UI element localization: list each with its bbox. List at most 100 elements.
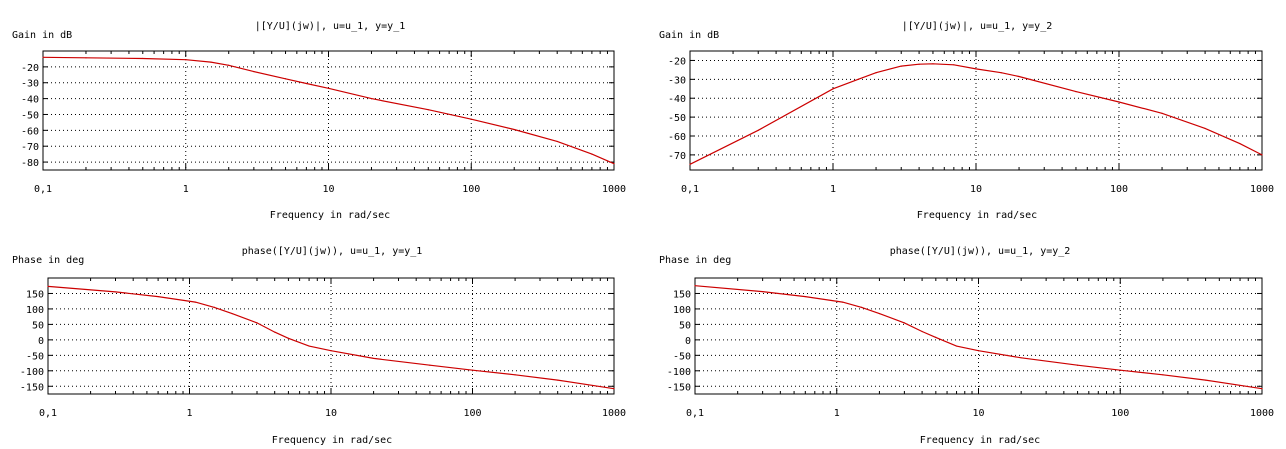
data-point [429,364,431,366]
y-tick-label: 50 [32,320,44,331]
y-tick-label: -60 [21,126,39,137]
data-point [231,312,233,315]
data-point [977,350,980,352]
data-point [757,129,759,131]
data-point [142,57,144,60]
data-point [932,63,934,65]
y-axis-label: Phase in deg [12,255,84,266]
y-tick-label: -150 [20,382,44,393]
series-line [689,63,1263,165]
chart-title: |[Y/U](jw)|, u=u_1, y=y_1 [255,21,406,32]
y-tick-label: -70 [668,151,686,162]
y-axis-label: Gain in dB [12,30,72,41]
data-point [689,163,691,165]
data-point [955,345,958,347]
y-tick-label: 0 [685,336,691,347]
y-tick-label: -30 [21,79,39,90]
y-tick-label: -80 [21,158,39,169]
data-point [287,337,290,339]
x-tick-label: 1000 [602,408,626,419]
data-point [114,291,117,293]
x-tick-label: 1 [183,184,189,195]
data-point [513,128,515,131]
y-tick-label: -150 [667,382,691,393]
plot-frame [42,50,615,171]
x-tick-label: 1 [186,408,192,419]
plot-frame [694,277,1263,395]
data-point [613,163,615,165]
x-tick-label: 0,1 [681,184,699,195]
data-point [1118,101,1120,103]
x-tick-label: 1000 [602,184,626,195]
data-point [308,345,310,347]
y-axis-label: Phase in deg [659,255,731,266]
data-point [1018,75,1020,78]
data-point [1204,127,1206,130]
data-point [157,295,159,298]
data-point [427,109,429,111]
data-point [372,357,375,360]
x-axis-label: Frequency in rad/sec [920,435,1040,446]
x-tick-label: 1 [830,184,836,195]
x-tick-label: 10 [970,184,982,195]
data-point [42,56,44,58]
data-point [1119,369,1121,371]
data-point [514,374,516,376]
y-tick-label: -50 [26,351,44,362]
data-point [256,322,258,324]
y-tick-label: -20 [21,63,39,74]
x-axis-label: Frequency in rad/sec [917,210,1037,221]
y-tick-label: -60 [668,132,686,143]
data-point [832,88,834,90]
data-point [762,291,764,293]
data-point [1239,142,1241,145]
data-point [861,306,863,308]
x-tick-label: 100 [1110,184,1128,195]
data-point [330,350,332,352]
chart-3: 0,1 1 10 100 1000 150 100 50 0 -50 -100 -150 phase([… [12,246,626,446]
data-point [804,295,806,298]
data-point [471,369,474,371]
chart-title: phase([Y/U](jw)), u=u_1, y=y_2 [890,246,1071,257]
data-point [1261,154,1263,156]
data-point [900,65,902,67]
data-point [591,153,593,155]
x-tick-label: 10 [972,408,984,419]
data-point [921,330,923,333]
data-point [842,301,844,303]
y-tick-label: -50 [668,113,686,124]
data-point [185,59,187,61]
series-line [47,285,615,390]
y-tick-label: 100 [673,305,691,316]
data-point [47,285,49,287]
data-point [1075,91,1077,93]
y-tick-label: -40 [668,94,686,105]
data-point [470,118,472,120]
y-tick-label: -70 [21,142,39,153]
y-tick-label: -50 [21,110,39,121]
x-tick-label: 0,1 [686,408,704,419]
data-point [85,57,87,59]
x-axis-label: Frequency in rad/sec [272,435,392,446]
chart-title: |[Y/U](jw)|, u=u_1, y=y_2 [902,21,1053,32]
series-line [694,285,1263,390]
y-tick-label: 150 [673,289,691,300]
data-point [975,68,977,70]
data-point [327,87,330,89]
x-tick-label: 100 [463,408,481,419]
x-tick-label: 100 [462,184,480,195]
y-tick-label: -40 [21,95,39,106]
x-tick-label: 10 [322,184,334,195]
data-point [694,285,696,287]
data-point [875,72,877,74]
data-point [213,306,216,308]
data-point [918,63,920,65]
y-tick-label: 0 [38,336,44,347]
data-point [284,78,287,80]
data-point [228,64,230,66]
data-point [1076,364,1079,366]
y-tick-label: 150 [26,289,44,300]
data-point [1161,112,1163,114]
x-tick-label: 10 [325,408,337,419]
